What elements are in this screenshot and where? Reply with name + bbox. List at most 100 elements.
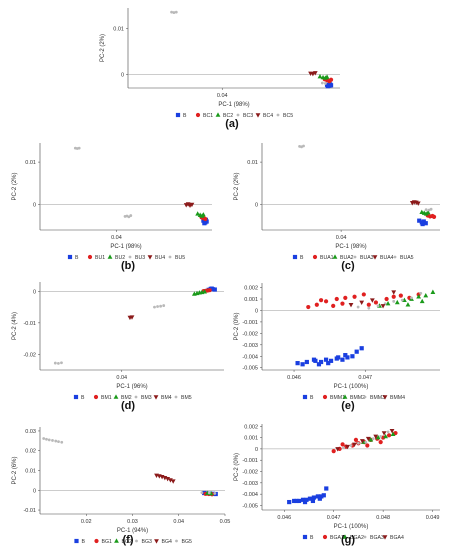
y-tick-label: 0 xyxy=(121,72,124,78)
series-bua2 xyxy=(419,209,431,216)
legend-marker-b xyxy=(67,254,73,260)
point-bg3 xyxy=(200,491,204,495)
point-bmm1 xyxy=(361,292,366,297)
series-bu4 xyxy=(183,202,195,208)
point-bmm1 xyxy=(331,303,336,308)
legend-label-bmm4: BMM4 xyxy=(390,395,405,401)
legend-label-b: B xyxy=(300,255,304,261)
point-b xyxy=(302,499,308,505)
point-bga1 xyxy=(386,433,392,438)
legend-marker-bc1 xyxy=(195,112,201,118)
point-bg4 xyxy=(165,477,171,482)
point-b xyxy=(328,358,334,363)
chart-panel-2: 0.01 0 0.04 PC-1 (98%) PC-2 (2%) B BU1 BU2 BU3 BU… xyxy=(12,143,212,272)
point-b xyxy=(292,498,297,504)
legend: B BC1 BC2 BC3 BC4 BC5 xyxy=(175,112,293,119)
point-bga2 xyxy=(368,437,374,442)
x-tick-label: 0.048 xyxy=(376,515,390,521)
y-tick-label: -0.001 xyxy=(242,320,258,326)
chart-panel-3: 0.01 0 0.04 PC-1 (98%) PC-2 (2%) B BUA1 BUA2 BUA… xyxy=(234,143,440,272)
point-bmm3 xyxy=(367,306,371,310)
series-b xyxy=(295,346,364,367)
point-b xyxy=(317,496,322,501)
point-bg5 xyxy=(57,440,60,444)
point-bu3 xyxy=(129,214,133,217)
point-b xyxy=(311,357,317,362)
point-bga1 xyxy=(340,442,345,447)
point-bc3 xyxy=(323,82,327,85)
y-tick-label: -0.002 xyxy=(242,331,258,337)
legend-label-bu3: BU3 xyxy=(135,255,145,261)
point-bga4 xyxy=(345,444,350,450)
series-bm2 xyxy=(191,289,207,296)
legend-marker-bu2 xyxy=(107,254,113,259)
legend-label-bg1: BG1 xyxy=(102,539,112,545)
point-b xyxy=(318,359,324,365)
point-b xyxy=(300,362,305,367)
y-tick-label: 0 xyxy=(33,203,36,209)
legend-label-bmm3: BMM3 xyxy=(370,395,385,401)
point-b xyxy=(343,353,348,358)
y-tick-label: -0.02 xyxy=(23,352,36,358)
point-b xyxy=(304,359,309,365)
legend-marker-bm5 xyxy=(174,395,178,399)
point-bga4 xyxy=(365,436,371,442)
point-bg5 xyxy=(60,440,64,444)
point-bga3 xyxy=(379,435,383,438)
series-bg3 xyxy=(200,491,217,495)
legend-marker-bm2 xyxy=(113,394,119,399)
legend-marker-b xyxy=(302,534,308,540)
point-b xyxy=(354,349,359,354)
point-bmm1 xyxy=(340,301,345,306)
legend-marker-bu4 xyxy=(147,255,153,260)
series-bga4 xyxy=(335,428,395,452)
legend-label-bmm1: BMM1 xyxy=(330,395,345,401)
point-b xyxy=(417,218,422,223)
legend-label-bc1: BC1 xyxy=(203,113,213,119)
legend-label-bm2: BM2 xyxy=(121,395,132,401)
point-bmm1 xyxy=(323,299,329,304)
y-tick-label: -0.005 xyxy=(242,366,258,372)
series-bu2 xyxy=(195,211,206,218)
point-bc4 xyxy=(312,71,318,76)
point-bua2 xyxy=(423,211,429,216)
y-tick-label: 0.002 xyxy=(244,286,258,292)
x-tick-label: 0.046 xyxy=(287,375,301,381)
legend-marker-bua4 xyxy=(372,255,378,260)
point-bu4 xyxy=(189,202,195,208)
panel-label: (g) xyxy=(341,534,355,546)
point-bc5 xyxy=(172,11,176,14)
point-b xyxy=(209,286,214,291)
point-bga2 xyxy=(390,431,396,436)
point-b xyxy=(300,497,306,502)
series-bmm2 xyxy=(377,289,436,308)
legend-marker-bc5 xyxy=(276,113,280,117)
y-axis-label: PC-2 (0%) xyxy=(234,453,240,481)
point-bm3 xyxy=(159,304,163,308)
series-bu3 xyxy=(123,214,133,219)
y-tick-label: -0.003 xyxy=(242,343,258,349)
point-b xyxy=(420,221,425,227)
point-bm5 xyxy=(53,361,57,365)
point-bua1 xyxy=(431,214,437,219)
y-tick-label: -0.004 xyxy=(242,492,258,498)
legend-label-bu5: BU5 xyxy=(175,255,185,261)
point-b xyxy=(295,361,300,366)
point-bu4 xyxy=(185,202,191,207)
point-bga4 xyxy=(335,447,341,452)
y-tick-label: 0 xyxy=(255,447,258,453)
y-tick-label: 0.001 xyxy=(244,436,258,442)
chart-panel-4: 0 -0.01 -0.02 0.04 PC-1 (96%) PC-2 (4%) B BM1 BM… xyxy=(12,282,224,412)
series-bc3 xyxy=(320,81,327,85)
legend-label-b: B xyxy=(310,395,314,401)
point-bg2 xyxy=(208,491,214,496)
series-bg4 xyxy=(154,473,176,484)
point-bga1 xyxy=(353,437,359,442)
legend-label-bga2: BGA2 xyxy=(350,535,364,541)
point-bua3 xyxy=(424,208,428,212)
point-bu2 xyxy=(195,211,201,216)
y-tick-label: 0 xyxy=(255,308,258,314)
point-bua2 xyxy=(425,210,431,215)
point-bm5 xyxy=(60,361,63,365)
point-bm4 xyxy=(129,315,135,320)
